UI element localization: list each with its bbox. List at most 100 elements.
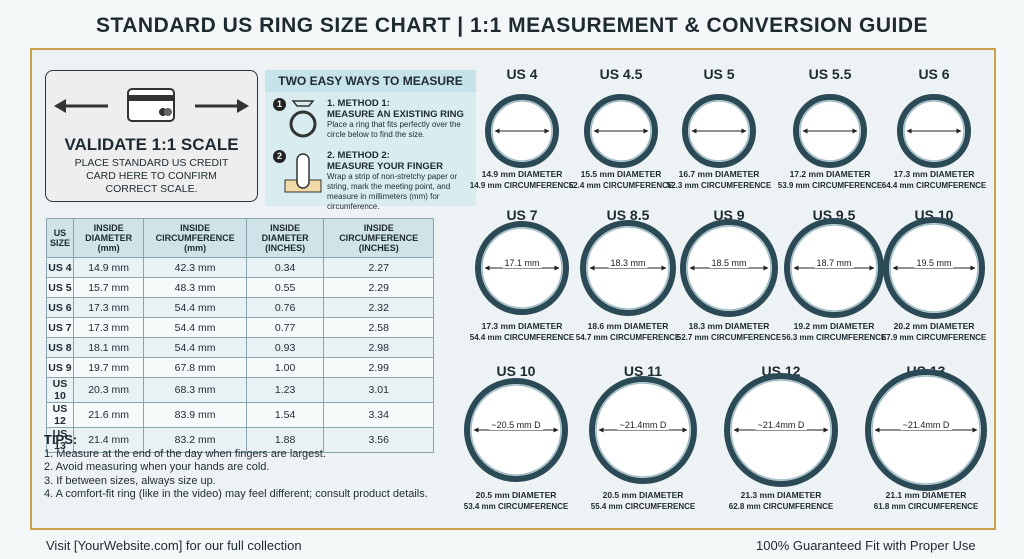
- ring-diameter: 14.9 mm DIAMETER: [482, 169, 563, 179]
- ring-circumference: 64.4 mm CIRCUMFERENCE: [882, 181, 987, 190]
- ring: US 8.5 18.3 mm 18.6 mm DIAMETER 54.7 mm CIR…: [576, 207, 681, 342]
- method-subheading: MEASURE AN EXISTING RING: [327, 109, 464, 120]
- inner-label: 18.3 mm: [610, 258, 645, 268]
- table-cell: 2.27: [323, 257, 434, 278]
- inner-label-bg: [608, 258, 648, 268]
- column-header: INSIDE DIAMETER (mm): [72, 218, 145, 258]
- table-row: US 10 20.3 mm 68.3 mm 1.23 3.01: [46, 377, 434, 403]
- ring-size: US 8.5: [607, 207, 650, 223]
- table-cell: 2.29: [323, 277, 434, 298]
- method-1: 1. METHOD 1: MEASURE AN EXISTING RING Plac…: [327, 98, 475, 140]
- inner-label: ~21.4mm D: [903, 420, 950, 430]
- ring: US 4.5 15.5 mm DIAMETER 52.4 mm CIRCUMFERE…: [569, 66, 674, 190]
- ring-size: US 11: [624, 363, 662, 379]
- table-cell: 42.3 mm: [143, 257, 247, 278]
- ring-inner: [871, 375, 981, 485]
- ring-inner: [590, 100, 652, 162]
- ring-inner: [790, 224, 878, 312]
- table-row: US 7 17.3 mm 54.4 mm 0.77 2.58: [46, 317, 434, 338]
- ring-diameter: 15.5 mm DIAMETER: [581, 169, 662, 179]
- card-title: VALIDATE 1:1 SCALE: [64, 135, 239, 154]
- ring-size: US 5.5: [809, 66, 852, 82]
- ring-circumference: 61.8 mm CIRCUMFERENCE: [874, 502, 979, 511]
- ring-circumference: 56.3 mm CIRCUMFERENCE: [782, 333, 887, 342]
- ring-inner: [688, 100, 750, 162]
- method-text: Place a ring that fits perfectly over th…: [327, 120, 461, 139]
- ring-diameter: 17.3 mm DIAMETER: [482, 321, 563, 331]
- ring: US 10 ~20.5 mm D 20.5 mm DIAMETER 53.4 mm C…: [464, 363, 569, 511]
- inner-label-bg: [900, 420, 952, 430]
- ring-diameter: 18.6 mm DIAMETER: [588, 321, 669, 331]
- tip: 1. Measure at the end of the day when fi…: [44, 447, 326, 460]
- inner-label-bg: [709, 258, 749, 268]
- table-row: US 6 17.3 mm 54.4 mm 0.76 2.32: [46, 297, 434, 318]
- table-cell: US 10: [46, 377, 74, 403]
- inner-label: 17.1 mm: [504, 258, 539, 268]
- table-cell: 2.99: [323, 357, 434, 378]
- ring-diameter: 20.2 mm DIAMETER: [894, 321, 975, 331]
- ring-inner: [686, 225, 772, 311]
- table-cell: US 7: [46, 317, 74, 338]
- table-cell: US 12: [46, 402, 74, 428]
- finger-icon: [284, 153, 322, 193]
- table-cell: 1.00: [245, 357, 325, 378]
- table-cell: 3.01: [323, 377, 434, 403]
- ring-size: US 10: [497, 363, 536, 379]
- tips-title: TIPS:: [44, 432, 78, 447]
- ring-inner: [470, 384, 562, 476]
- table-cell: 83.2 mm: [143, 427, 247, 453]
- table-cell: US 13: [46, 427, 74, 453]
- ring-circumference: 53.9 mm CIRCUMFERENCE: [778, 181, 883, 190]
- ring-diameter: 17.3 mm DIAMETER: [894, 169, 975, 179]
- size-table: US SIZE INSIDE DIAMETER (mm) INSIDE CIRCUM…: [46, 218, 434, 453]
- table-cell: 83.9 mm: [143, 402, 247, 428]
- inner-label: ~21.4mm D: [758, 420, 805, 430]
- ring-diameter: 21.1 mm DIAMETER: [886, 490, 967, 500]
- table-cell: 54.4 mm: [143, 337, 247, 358]
- ring-diameter: 20.5 mm DIAMETER: [603, 490, 684, 500]
- ring-circumference: 52.4 mm CIRCUMFERENCE: [569, 181, 674, 190]
- inner-label-bg: [755, 420, 807, 430]
- ring-inner: [889, 223, 979, 313]
- table-row: US 9 19.7 mm 67.8 mm 1.00 2.99: [46, 357, 434, 378]
- ring-circumference: 62.8 mm CIRCUMFERENCE: [729, 502, 834, 511]
- ring-diameter: 16.7 mm DIAMETER: [679, 169, 760, 179]
- table-cell: 0.77: [245, 317, 325, 338]
- ring: US 5 16.7 mm DIAMETER 52.3 mm CIRCUMFERENC…: [667, 66, 772, 190]
- ring: US 6 17.3 mm DIAMETER 64.4 mm CIRCUMFERENC…: [882, 66, 987, 190]
- table-cell: 3.56: [323, 427, 434, 453]
- ring-icon: [289, 100, 317, 138]
- inner-label: 18.7 mm: [816, 258, 851, 268]
- ring-size: US 4: [506, 66, 537, 82]
- table-cell: US 9: [46, 357, 74, 378]
- ring: US 5.5 17.2 mm DIAMETER 53.9 mm CIRCUMFERE…: [778, 66, 883, 190]
- table-cell: 1.54: [245, 402, 325, 428]
- column-header: INSIDE CIRCUMFERENCE (mm): [143, 218, 247, 258]
- ring: US 4 14.9 mm DIAMETER 14.9 mm CIRCUMFERENC…: [470, 66, 575, 190]
- ring-circumference: 54.4 mm CIRCUMFERENCE: [470, 333, 575, 342]
- ring-diameter: 18.3 mm DIAMETER: [689, 321, 770, 331]
- table-cell: US 5: [46, 277, 74, 298]
- ring-size: US 5: [703, 66, 734, 82]
- ring-diameter: 17.2 mm DIAMETER: [790, 169, 871, 179]
- tip: 2. Avoid measuring when your hands are c…: [44, 461, 270, 473]
- column-header: INSIDE CIRCUMFERENCE (INCHES): [323, 218, 434, 258]
- inner-label: ~21.4mm D: [620, 420, 667, 430]
- table-row: US 8 18.1 mm 54.4 mm 0.93 2.98: [46, 337, 434, 358]
- table-cell: US 8: [46, 337, 74, 358]
- inner-label: 18.5 mm: [711, 258, 746, 268]
- ring-circumference: 55.4 mm CIRCUMFERENCE: [591, 502, 696, 511]
- table-cell: 2.58: [323, 317, 434, 338]
- footer-left: Visit [YourWebsite.com] for our full col…: [46, 538, 302, 553]
- inner-label: 19.5 mm: [916, 258, 951, 268]
- ring-circumference: 67.9 mm CIRCUMFERENCE: [882, 333, 987, 342]
- ring-circumference: 53.4 mm CIRCUMFERENCE: [464, 502, 569, 511]
- table-cell: 18.1 mm: [72, 337, 145, 358]
- table-cell: 0.55: [245, 277, 325, 298]
- ring-inner: [595, 382, 691, 478]
- table-cell: 3.34: [323, 402, 434, 428]
